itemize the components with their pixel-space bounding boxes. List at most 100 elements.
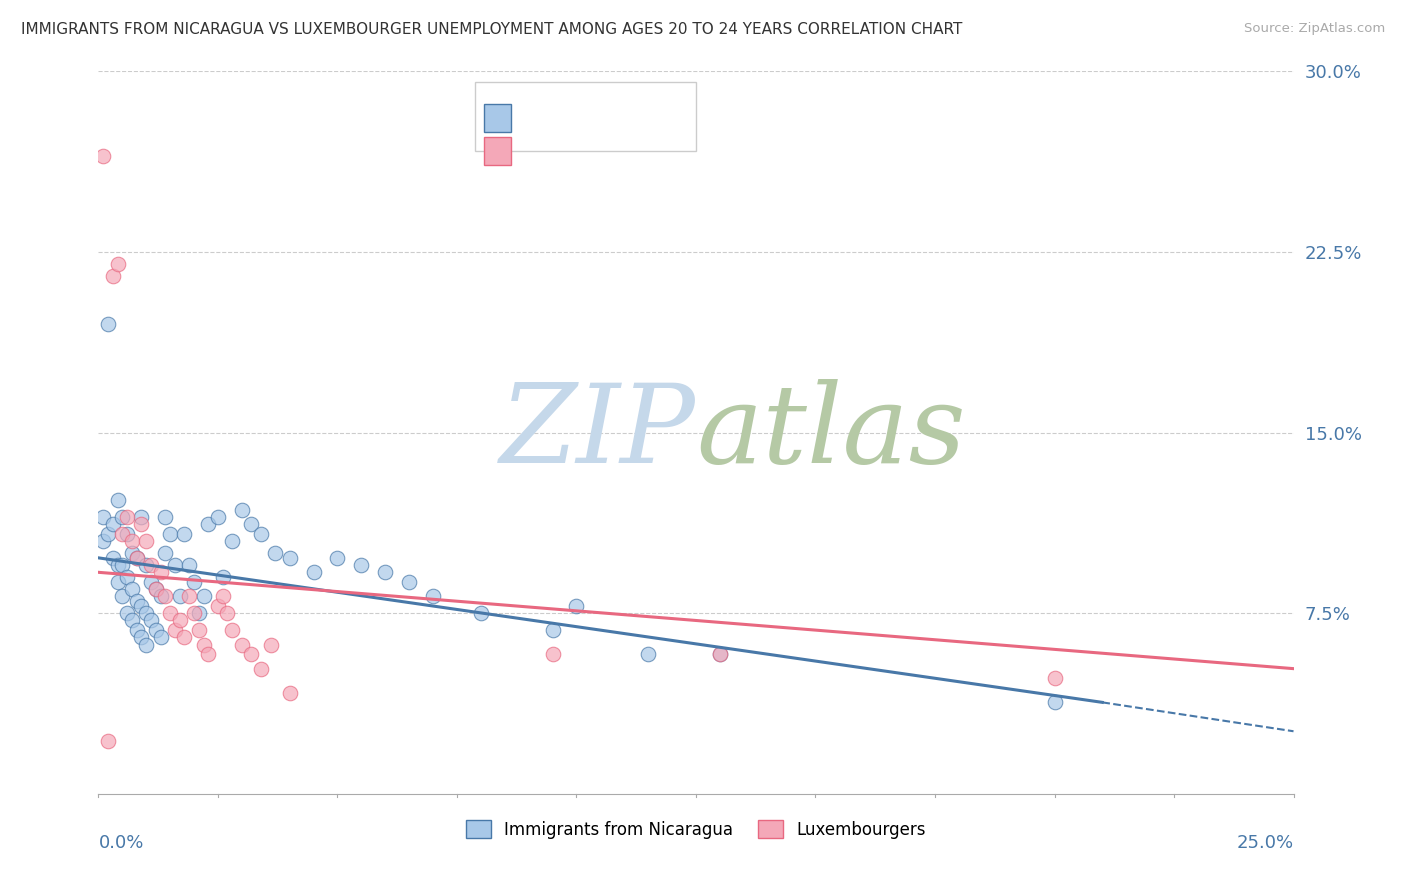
Point [179, 558, 201, 573]
Point [159, 607, 181, 621]
Point [107, 493, 129, 508]
Point [541, 623, 564, 637]
Point [221, 533, 243, 548]
Point [470, 607, 492, 621]
Point [709, 647, 731, 661]
Point [149, 590, 172, 604]
Point [207, 510, 229, 524]
Point [197, 647, 219, 661]
Point [259, 638, 281, 652]
Point [302, 566, 325, 580]
Text: ZIP: ZIP [501, 379, 696, 486]
Point [183, 607, 205, 621]
Point [135, 638, 157, 652]
Point [264, 546, 287, 560]
Point [107, 558, 129, 573]
Point [240, 517, 263, 532]
Point [163, 558, 186, 573]
Point [187, 623, 209, 637]
Point [101, 550, 124, 565]
Point [250, 662, 273, 676]
Point [91, 510, 114, 524]
Point [155, 590, 177, 604]
Point [135, 558, 157, 573]
Point [179, 590, 201, 604]
Point [422, 590, 444, 604]
Point [111, 558, 134, 573]
Point [101, 517, 124, 532]
Point [145, 582, 167, 596]
Point [173, 526, 195, 541]
Point [125, 623, 148, 637]
Point [155, 546, 177, 560]
Point [187, 607, 209, 621]
Point [139, 574, 162, 589]
Point [197, 517, 219, 532]
Point [111, 526, 134, 541]
Point [107, 257, 129, 271]
Point [193, 590, 215, 604]
Point [135, 533, 157, 548]
Point [97, 526, 120, 541]
Point [115, 607, 138, 621]
Point [709, 647, 731, 661]
Point [145, 623, 167, 637]
Point [1043, 695, 1066, 709]
Point [541, 647, 564, 661]
Text: 25.0%: 25.0% [1236, 834, 1294, 852]
Point [326, 550, 349, 565]
Point [231, 502, 253, 516]
Point [250, 526, 273, 541]
Point [278, 550, 301, 565]
Point [211, 590, 233, 604]
Text: R = -0.254  N = 35: R = -0.254 N = 35 [523, 126, 681, 144]
Point [637, 647, 659, 661]
Point [107, 574, 129, 589]
Point [121, 614, 143, 628]
Point [121, 546, 143, 560]
Point [121, 582, 143, 596]
Point [91, 148, 114, 162]
Point [121, 533, 143, 548]
Point [221, 623, 243, 637]
Point [169, 590, 191, 604]
Point [111, 510, 134, 524]
Point [149, 630, 172, 644]
FancyBboxPatch shape [475, 82, 696, 151]
Point [159, 526, 181, 541]
Text: Source: ZipAtlas.com: Source: ZipAtlas.com [1244, 22, 1385, 36]
Point [139, 558, 162, 573]
Point [278, 686, 301, 700]
Point [231, 638, 253, 652]
Point [97, 734, 120, 748]
Point [1043, 671, 1066, 685]
Point [173, 630, 195, 644]
Text: 0.0%: 0.0% [98, 834, 143, 852]
Point [374, 566, 396, 580]
Point [131, 599, 153, 613]
Point [155, 510, 177, 524]
Point [135, 607, 157, 621]
Legend: Immigrants from Nicaragua, Luxembourgers: Immigrants from Nicaragua, Luxembourgers [457, 812, 935, 847]
Point [350, 558, 373, 573]
Point [163, 623, 186, 637]
Point [131, 510, 153, 524]
Point [565, 599, 588, 613]
Point [169, 614, 191, 628]
Point [101, 269, 124, 284]
Point [115, 526, 138, 541]
Point [131, 630, 153, 644]
Text: R = -0.251  N = 64: R = -0.251 N = 64 [523, 92, 681, 110]
Point [125, 550, 148, 565]
Point [240, 647, 263, 661]
Point [211, 570, 233, 584]
Point [149, 566, 172, 580]
Point [131, 517, 153, 532]
Point [145, 582, 167, 596]
Bar [485, 137, 510, 164]
Point [217, 607, 239, 621]
Point [115, 570, 138, 584]
Point [125, 550, 148, 565]
Point [97, 317, 120, 331]
Point [111, 590, 134, 604]
